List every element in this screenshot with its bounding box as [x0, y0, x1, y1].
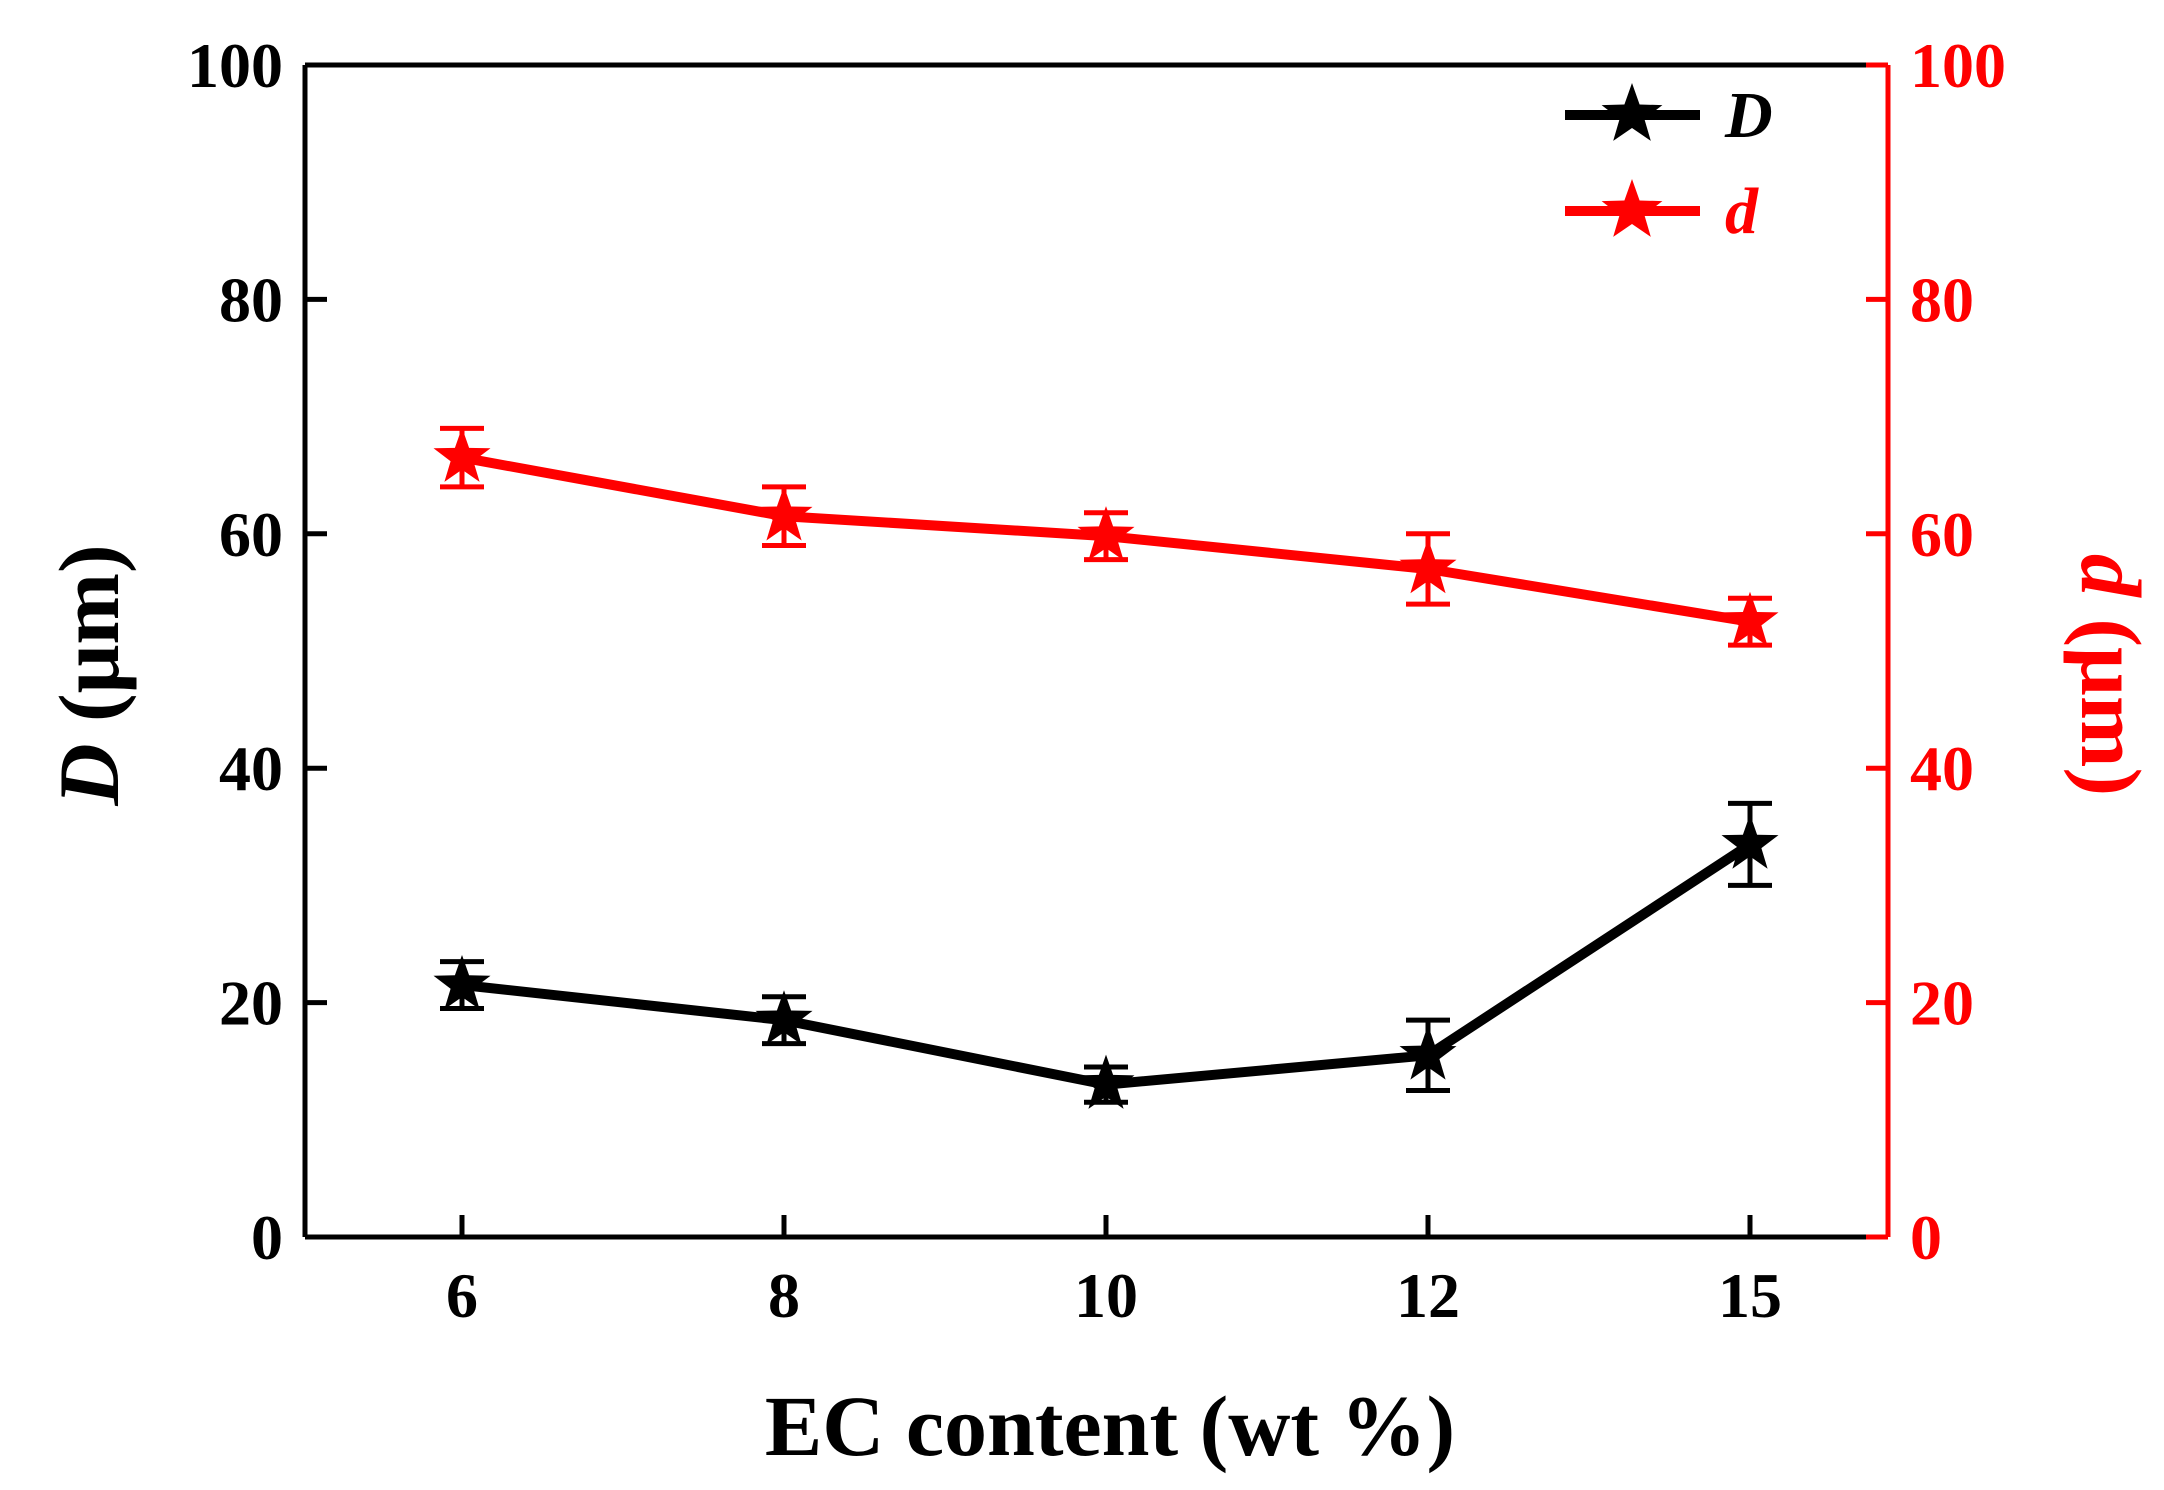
series-upper-D: [433, 800, 1779, 1109]
plot-frame: [305, 62, 1888, 1240]
legend-label: d: [1725, 175, 1759, 248]
x-axis: 6 8 10 12 15: [446, 1215, 1782, 1331]
left-y-axis: 0 20 40 60 80 100: [187, 30, 327, 1273]
legend-swatch-star: [1601, 83, 1663, 141]
x-tick-label: 10: [1074, 1260, 1138, 1331]
right-y-tick-label: 20: [1910, 968, 1974, 1039]
series-lower-d: [433, 425, 1779, 648]
legend: Dd: [1565, 79, 1773, 248]
right-y-axis: 0 20 40 60 80 100: [1866, 30, 2006, 1273]
left-y-tick-label: 0: [251, 1202, 283, 1273]
left-y-tick-label: 80: [219, 264, 283, 335]
right-y-tick-label: 80: [1910, 264, 1974, 335]
data-point-star: [1077, 506, 1135, 561]
data-point-star: [1077, 1054, 1135, 1109]
right-y-axis-title: d (μm): [2063, 554, 2159, 796]
right-y-tick-label: 40: [1910, 733, 1974, 804]
x-tick-label: 6: [446, 1260, 478, 1331]
x-tick-label: 15: [1718, 1260, 1782, 1331]
left-y-axis-title: D (μm): [41, 544, 137, 806]
legend-label: D: [1724, 79, 1773, 152]
series-line: [461, 840, 1753, 1090]
left-y-tick-label: 20: [219, 968, 283, 1039]
right-y-axis-title-unit: (μm): [2063, 597, 2159, 796]
data-point-star: [1721, 814, 1779, 869]
data-point-star: [433, 427, 491, 482]
left-y-tick-label: 40: [219, 733, 283, 804]
right-y-tick-label: 60: [1910, 499, 1974, 570]
legend-swatch-star: [1601, 179, 1663, 237]
data-point-star: [755, 486, 813, 541]
data-point-star: [1399, 1025, 1457, 1080]
x-tick-label: 8: [768, 1260, 800, 1331]
left-y-tick-label: 100: [187, 30, 283, 101]
left-y-tick-label: 60: [219, 499, 283, 570]
data-point-star: [755, 990, 813, 1045]
legend-item: d: [1565, 175, 1759, 248]
data-point-star: [1721, 591, 1779, 646]
series-layer: [433, 425, 1779, 1109]
legend-item: D: [1565, 79, 1773, 152]
x-axis-title: EC content (wt %): [765, 1378, 1455, 1474]
left-y-axis-title-symbol: D: [41, 744, 137, 807]
right-y-tick-label: 100: [1910, 30, 2006, 101]
right-y-tick-label: 0: [1910, 1202, 1942, 1273]
right-y-axis-title-symbol: d: [2063, 554, 2159, 599]
data-point-star: [433, 955, 491, 1010]
data-point-star: [1399, 539, 1457, 594]
x-tick-label: 12: [1396, 1260, 1460, 1331]
left-y-axis-title-unit: (μm): [41, 544, 137, 743]
